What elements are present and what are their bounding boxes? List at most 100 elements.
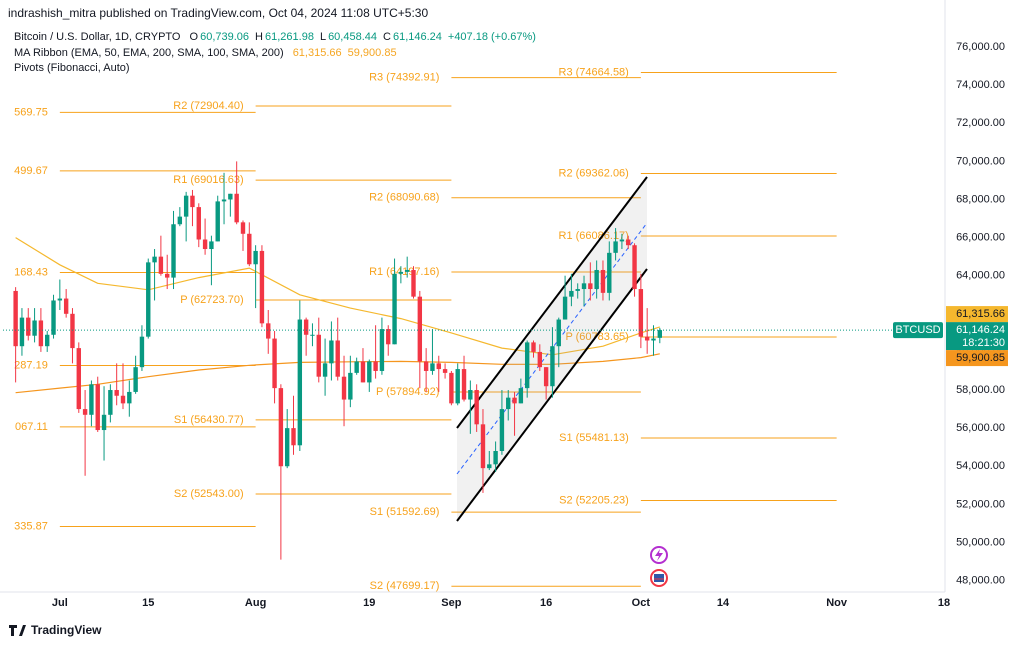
- candle-body: [196, 207, 201, 240]
- y-tick-label: 70,000.00: [956, 155, 1005, 167]
- candle-body: [594, 269, 599, 290]
- candle-body: [487, 464, 492, 469]
- y-tick-label: 48,000.00: [956, 574, 1005, 586]
- pivot-label: 067.11: [15, 421, 48, 433]
- candle-body: [70, 313, 75, 349]
- candle-body: [215, 201, 220, 242]
- y-tick-label: 68,000.00: [956, 193, 1005, 205]
- price-tag-label: 61,146.24: [956, 324, 1005, 336]
- candle-body: [379, 329, 385, 371]
- candle-body: [165, 273, 170, 278]
- y-tick-label: 50,000.00: [956, 536, 1005, 548]
- candle-body: [404, 269, 410, 272]
- candle-body: [518, 388, 524, 404]
- candle-body: [316, 334, 321, 377]
- candle-body: [120, 395, 126, 404]
- pivot-label: S1 (56430.77): [174, 414, 244, 426]
- candle-body: [221, 199, 227, 202]
- candle-body: [259, 250, 265, 324]
- candle-body: [272, 338, 277, 389]
- candle-body: [562, 296, 568, 320]
- pivot-label: R1 (66086.17): [559, 230, 629, 242]
- pivot-label: 335.87: [14, 520, 48, 532]
- ma-title: MA Ribbon (EMA, 50, EMA, 200, SMA, 100, …: [14, 47, 284, 59]
- candle-body: [13, 290, 18, 347]
- candle-body: [499, 409, 505, 451]
- x-tick-label: 19: [363, 597, 375, 609]
- candle-body: [89, 384, 94, 415]
- candle-body: [524, 342, 530, 389]
- event-icon-glyph: [654, 574, 664, 582]
- y-tick-label: 52,000.00: [956, 498, 1005, 510]
- candle-body: [335, 340, 340, 377]
- candle-body: [297, 319, 303, 446]
- candle-body: [556, 319, 561, 347]
- pivot-label: S2 (52205.23): [559, 494, 629, 506]
- ohlc-value: 60,739.06: [200, 31, 250, 43]
- candle-body: [436, 363, 441, 370]
- candle-body: [360, 361, 366, 383]
- candle-body: [152, 256, 157, 263]
- candle-body: [449, 372, 454, 404]
- x-tick-label: Nov: [826, 597, 848, 609]
- pivot-label: 569.75: [14, 106, 48, 118]
- candle-body: [619, 239, 625, 242]
- x-tick-label: 14: [717, 597, 730, 609]
- candle-body: [171, 224, 176, 278]
- candle-body: [341, 376, 347, 400]
- candle-body: [101, 414, 107, 431]
- y-tick-label: 64,000.00: [956, 270, 1005, 282]
- candle-body: [348, 372, 353, 400]
- candle-body: [177, 216, 183, 225]
- candle-body: [512, 397, 517, 404]
- candle-body: [139, 336, 145, 368]
- candle-body: [569, 290, 574, 297]
- pivot-label: 168.43: [14, 266, 48, 278]
- candle-body: [367, 361, 372, 383]
- y-tick-label: 56,000.00: [956, 422, 1005, 434]
- y-tick-label: 58,000.00: [956, 384, 1005, 396]
- publisher: indrashish_mitra published on TradingVie…: [8, 6, 429, 20]
- candle-body: [202, 239, 208, 250]
- candle-body: [114, 390, 119, 396]
- ma-value: 61,315.66: [292, 47, 342, 59]
- candle-body: [234, 193, 239, 223]
- axes: 48,000.00 50,000.00 52,000.00 54,000.00 56,0…: [0, 0, 1008, 609]
- ma-tag-label: 61,315.66: [956, 308, 1005, 320]
- pivot-label: R3 (74392.91): [369, 72, 439, 84]
- candle-body: [626, 239, 631, 246]
- candle-body: [373, 361, 378, 371]
- candle-body: [411, 269, 416, 297]
- candle-body: [329, 340, 334, 364]
- pivot-label: 287.19: [14, 359, 48, 371]
- candle-body: [632, 245, 637, 290]
- candle-body: [430, 363, 435, 371]
- ohlc-value: 61,261.98: [265, 31, 314, 43]
- candle-body: [657, 330, 663, 338]
- candle-body: [607, 252, 612, 293]
- x-tick-label: 15: [142, 597, 154, 609]
- pivot-label: R2 (69362.06): [559, 167, 629, 179]
- ohlc-key: H: [255, 31, 263, 43]
- x-tick-label: Sep: [441, 597, 461, 609]
- candle-body: [550, 346, 555, 387]
- candle-body: [310, 334, 315, 336]
- candle-body: [183, 195, 189, 217]
- candle-body: [531, 342, 536, 352]
- candle-body: [543, 367, 549, 387]
- pivot-label: R2 (72904.40): [173, 100, 243, 112]
- ohlc-value: 60,458.44: [328, 31, 377, 43]
- candle-body: [461, 369, 467, 400]
- x-tick-label: Oct: [632, 597, 651, 609]
- pivot-title: Pivots (Fibonacci, Auto): [14, 62, 130, 74]
- candle-body: [575, 289, 580, 291]
- legend-line: MA Ribbon (EMA, 50, EMA, 200, SMA, 100, …: [14, 47, 399, 59]
- candle-body: [644, 336, 650, 341]
- ma-tag: [946, 350, 1008, 367]
- ohlc-key: O: [189, 31, 199, 43]
- candle-body: [442, 369, 448, 373]
- candle-body: [322, 363, 328, 377]
- candle-body: [26, 317, 31, 336]
